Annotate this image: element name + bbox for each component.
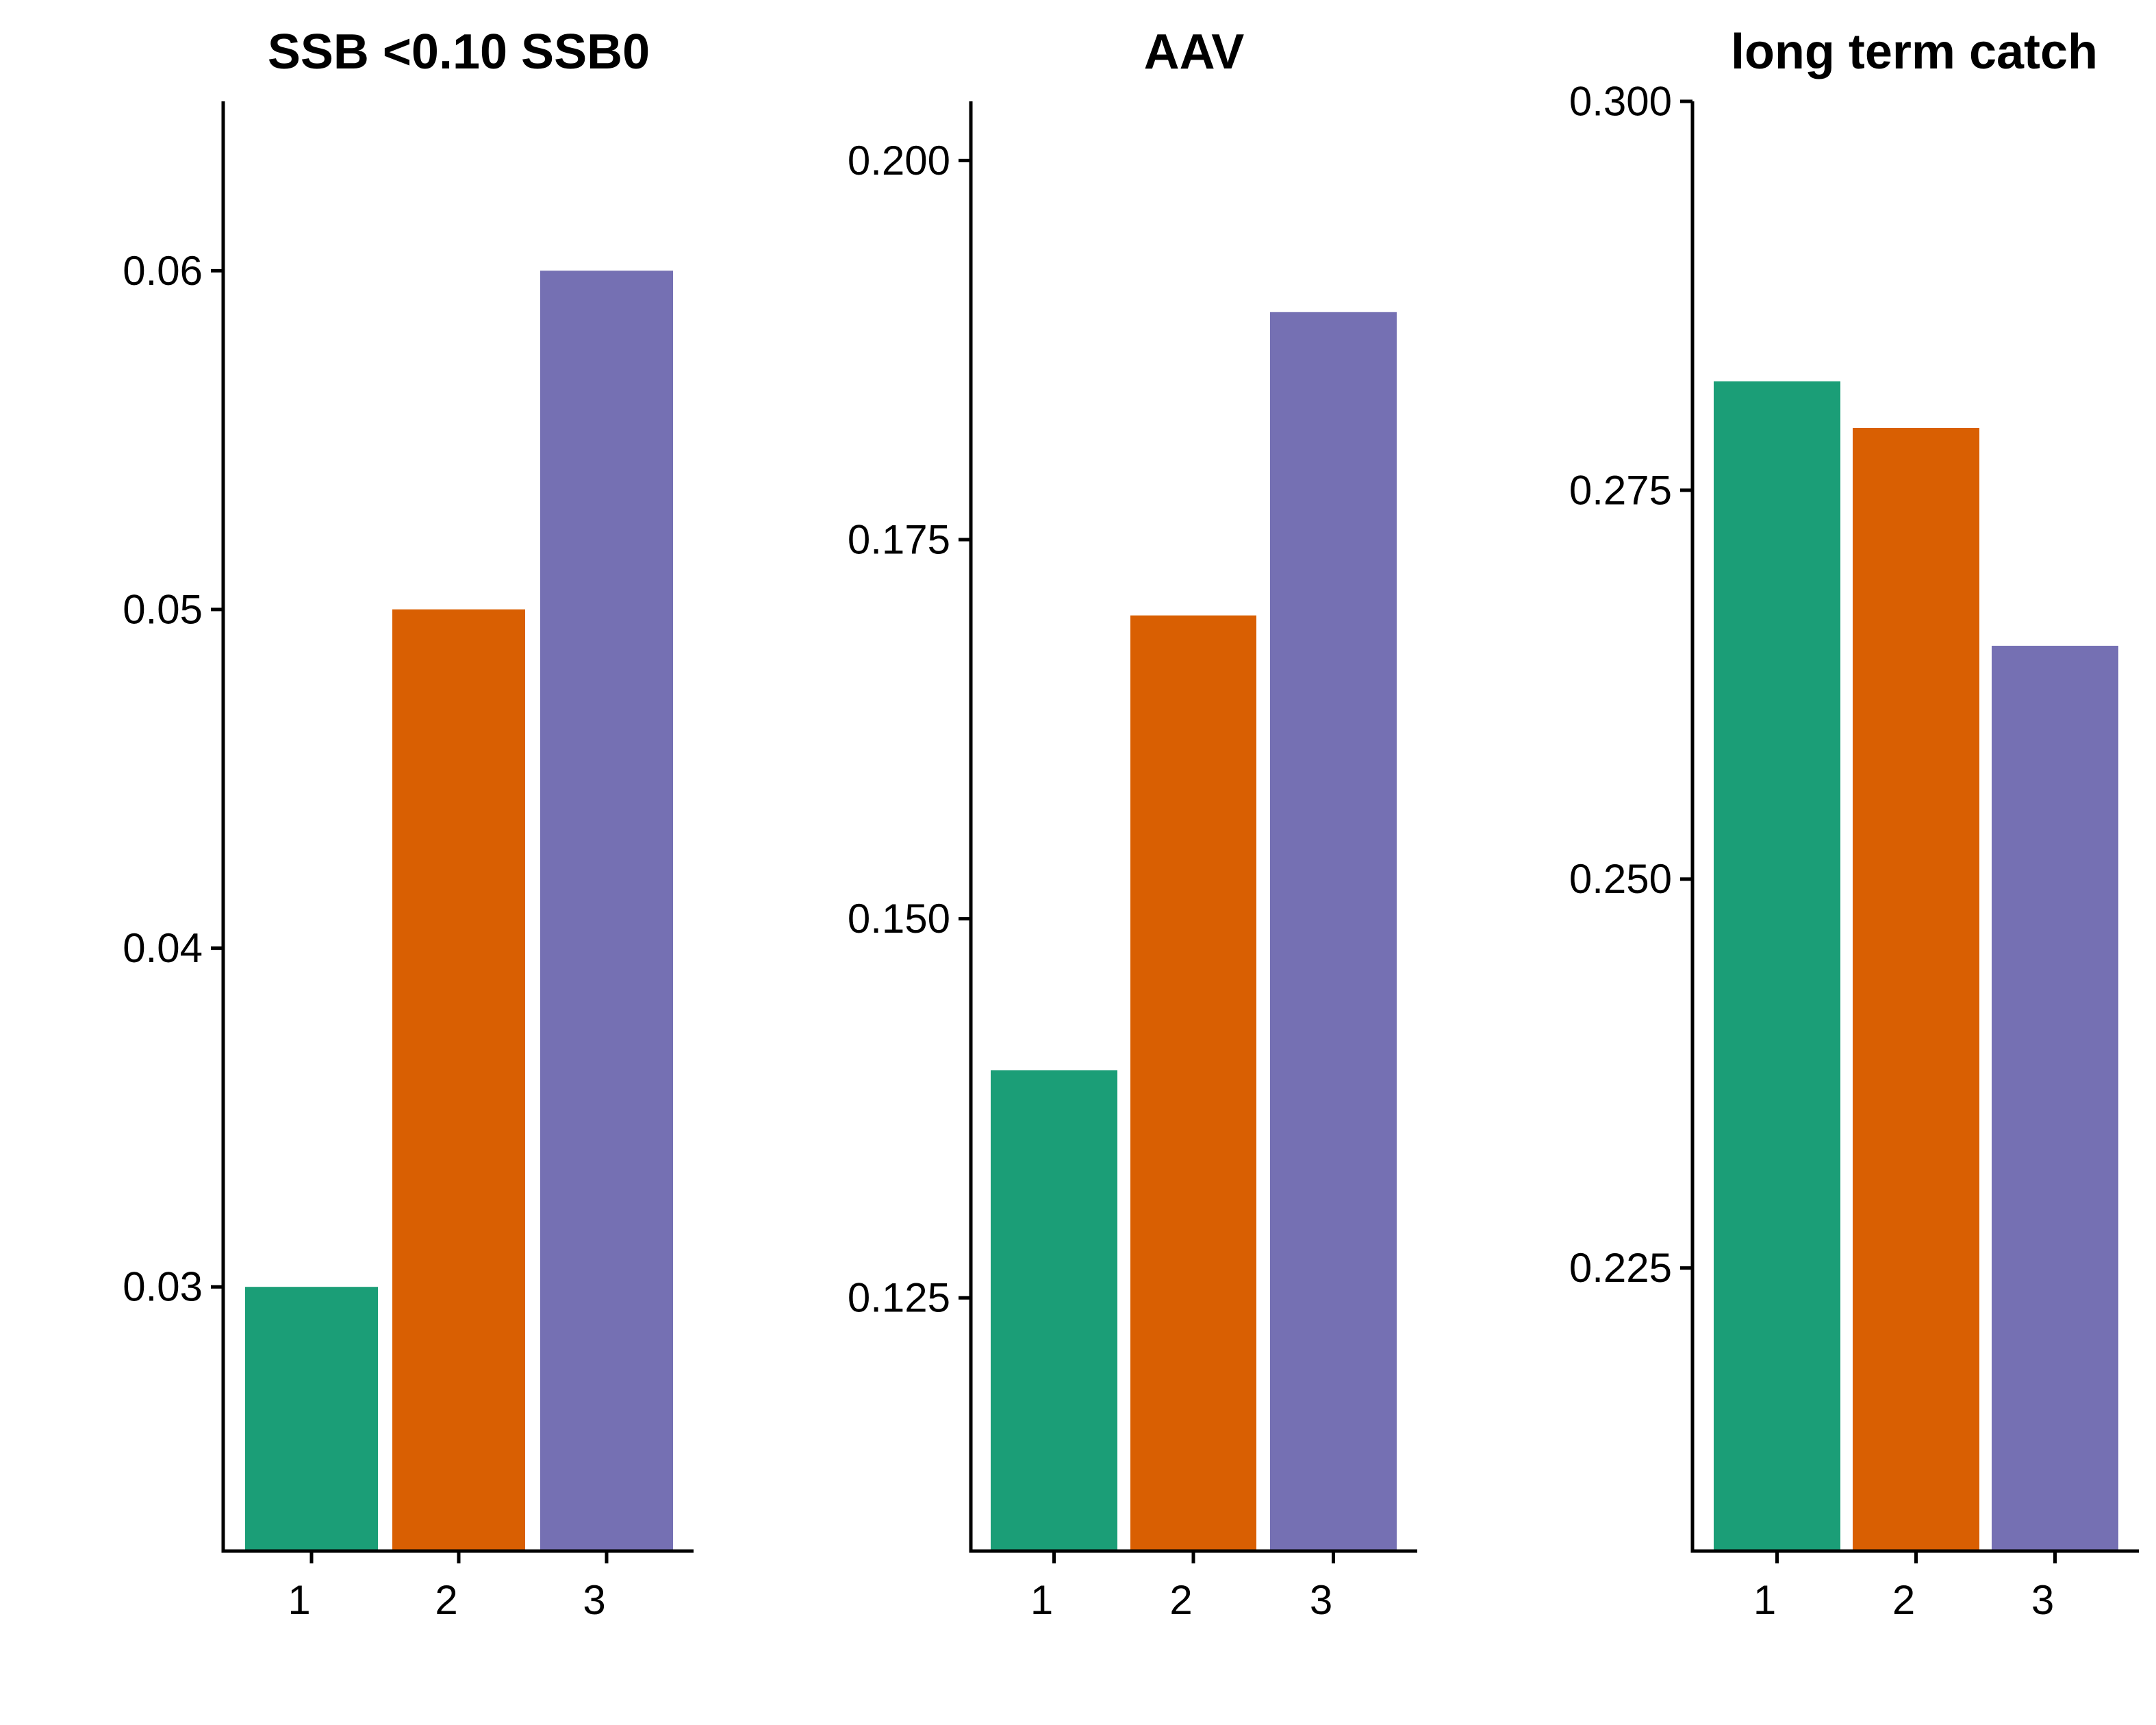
- bar-2: [392, 609, 525, 1552]
- y-tick-label: 0.250: [1569, 856, 1672, 902]
- panel-title: SSB <0.10 SSB0: [268, 25, 650, 79]
- y-tick-label: 0.200: [848, 138, 950, 184]
- bar-2: [1130, 615, 1256, 1551]
- bar-1: [245, 1287, 378, 1551]
- y-tick-label: 0.03: [123, 1264, 203, 1310]
- y-tick-label: 0.04: [123, 925, 203, 971]
- x-tick-label: 3: [2031, 1577, 2054, 1623]
- bar-3: [540, 270, 673, 1551]
- panel-ssb: SSB <0.10 SSB0 0.03 0.04 0.05 0.06 1 2 3: [123, 25, 694, 1623]
- y-tick-label: 0.275: [1569, 467, 1672, 513]
- bar-3: [1992, 646, 2118, 1551]
- x-tick-label: 3: [583, 1577, 605, 1623]
- bar-2: [1853, 428, 1979, 1552]
- panel-long-term-catch: long term catch 0.225 0.250 0.275 0.300 1 2 3: [1569, 25, 2139, 1623]
- y-tick-label: 0.300: [1569, 79, 1672, 125]
- x-tick-label: 1: [288, 1577, 310, 1623]
- x-tick-label: 2: [1892, 1577, 1915, 1623]
- y-tick-label: 0.06: [123, 248, 203, 294]
- y-tick-label: 0.150: [848, 896, 950, 942]
- x-tick-label: 2: [435, 1577, 457, 1623]
- bar-3: [1270, 312, 1397, 1551]
- panel-title: long term catch: [1731, 25, 2098, 79]
- y-tick-label: 0.125: [848, 1275, 950, 1321]
- y-tick-label: 0.225: [1569, 1245, 1672, 1291]
- panel-title: AAV: [1144, 25, 1245, 79]
- x-tick-label: 1: [1030, 1577, 1053, 1623]
- x-tick-label: 1: [1753, 1577, 1776, 1623]
- panel-aav: AAV 0.125 0.150 0.175 0.200 1 2 3: [848, 25, 1417, 1623]
- y-tick-label: 0.05: [123, 586, 203, 632]
- x-tick-label: 3: [1310, 1577, 1332, 1623]
- bar-1: [991, 1070, 1117, 1551]
- x-tick-label: 2: [1169, 1577, 1192, 1623]
- y-tick-label: 0.175: [848, 516, 950, 562]
- bar-1: [1714, 381, 1840, 1551]
